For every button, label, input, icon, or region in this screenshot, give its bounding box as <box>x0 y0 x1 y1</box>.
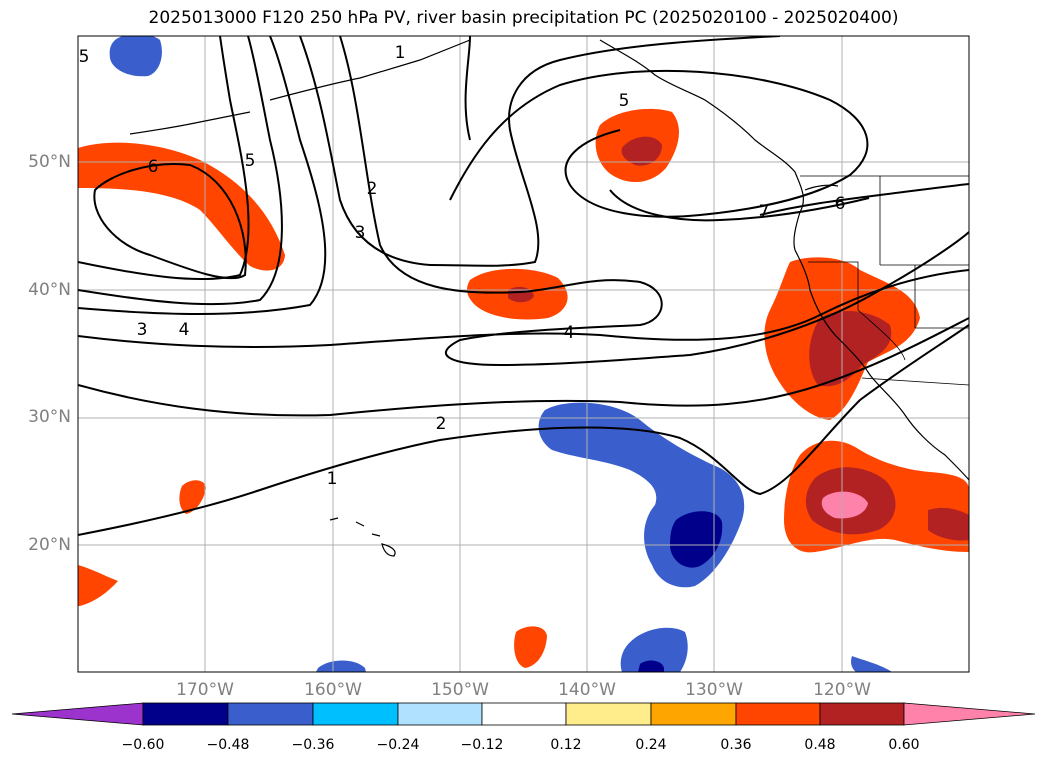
colorbar-tick-label: 0.24 <box>635 737 667 753</box>
colorbar-tick-label: −0.12 <box>460 737 504 753</box>
contour-label: 4 <box>564 323 575 343</box>
contour-label: 1 <box>327 469 338 489</box>
map-title: 2025013000 F120 250 hPa PV, river basin … <box>148 8 899 28</box>
lon-label: 170°W <box>176 680 234 700</box>
lon-label: 160°W <box>304 680 362 700</box>
colorbar-min-extension <box>11 702 144 726</box>
contour-label: 6 <box>835 194 846 214</box>
contour-label: 2 <box>436 414 447 434</box>
lat-label: 50°N <box>28 152 71 172</box>
colorbar-tick-label: 0.48 <box>804 737 836 753</box>
contour-label: 7 <box>759 202 770 222</box>
contour-label: 6 <box>148 157 159 177</box>
colorbar-tick-label: 0.60 <box>888 737 920 753</box>
contour-label: 3 <box>137 320 148 340</box>
colorbar-max-extension <box>903 702 1036 726</box>
contour-label: 1 <box>395 43 406 63</box>
contour-label: 5 <box>619 91 630 111</box>
graticule <box>78 36 969 672</box>
state-borders <box>800 175 969 386</box>
lon-label: 130°W <box>685 680 743 700</box>
colorbar-tick-label: −0.36 <box>291 737 335 753</box>
contour-label: 5 <box>245 151 256 171</box>
negative-precip-region <box>109 36 892 672</box>
lon-label: 150°W <box>431 680 489 700</box>
lat-label: 40°N <box>28 280 71 300</box>
contour-label-group: 1 2 3 4 4 2 3 5 5 6 6 7 1 5 <box>79 43 846 489</box>
lat-label: 20°N <box>28 535 71 555</box>
lat-label: 30°N <box>28 407 71 427</box>
contour-label: 5 <box>79 47 90 67</box>
lon-label: 120°W <box>813 680 871 700</box>
colorbar-tick-label: −0.48 <box>206 737 250 753</box>
contour-label: 4 <box>179 320 190 340</box>
contour-label: 2 <box>367 179 378 199</box>
pv-contours <box>78 36 969 536</box>
colorbar-tick-label: 0.36 <box>720 737 752 753</box>
colorbar-tick-label: 0.12 <box>550 737 582 753</box>
contour-label: 3 <box>355 223 366 243</box>
colorbar <box>11 702 1036 726</box>
colorbar-tick-label: −0.24 <box>376 737 420 753</box>
colorbar-tick-label: −0.60 <box>121 737 165 753</box>
lon-label: 140°W <box>558 680 616 700</box>
positive-precip-region <box>78 108 969 668</box>
map-frame <box>77 35 970 673</box>
